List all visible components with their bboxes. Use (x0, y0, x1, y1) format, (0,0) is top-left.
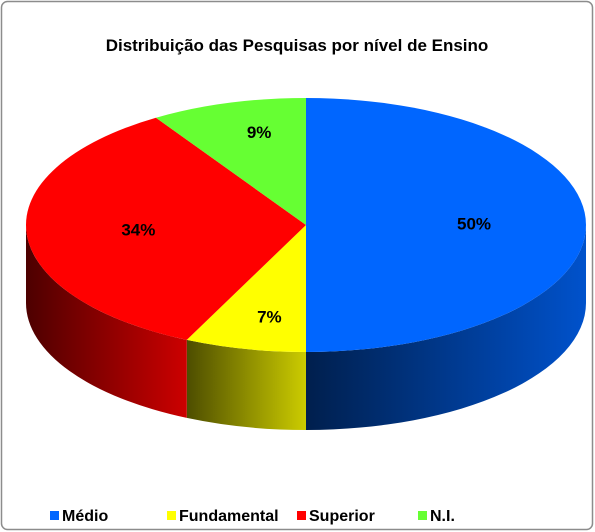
slice (186, 225, 306, 352)
legend-label: N.I. (430, 508, 455, 525)
data-label: 9% (247, 123, 272, 142)
legend-swatch (418, 511, 427, 520)
slice (25, 117, 306, 340)
chart-title: Distribuição das Pesquisas por nível de … (105, 36, 489, 55)
legend-label: Fundamental (179, 508, 279, 525)
slice-side (306, 225, 586, 430)
data-label: 50% (457, 214, 491, 233)
legend-label: Médio (62, 508, 108, 525)
legend-label: Superior (309, 508, 375, 525)
data-label: 7% (257, 307, 282, 326)
slice-side (186, 339, 306, 430)
legend-swatch (50, 511, 59, 520)
data-label: 34% (121, 220, 155, 239)
legend-swatch (167, 511, 176, 520)
slice (306, 98, 586, 352)
slice-side (26, 225, 187, 418)
legend-swatch (297, 511, 306, 520)
slice (155, 98, 306, 225)
